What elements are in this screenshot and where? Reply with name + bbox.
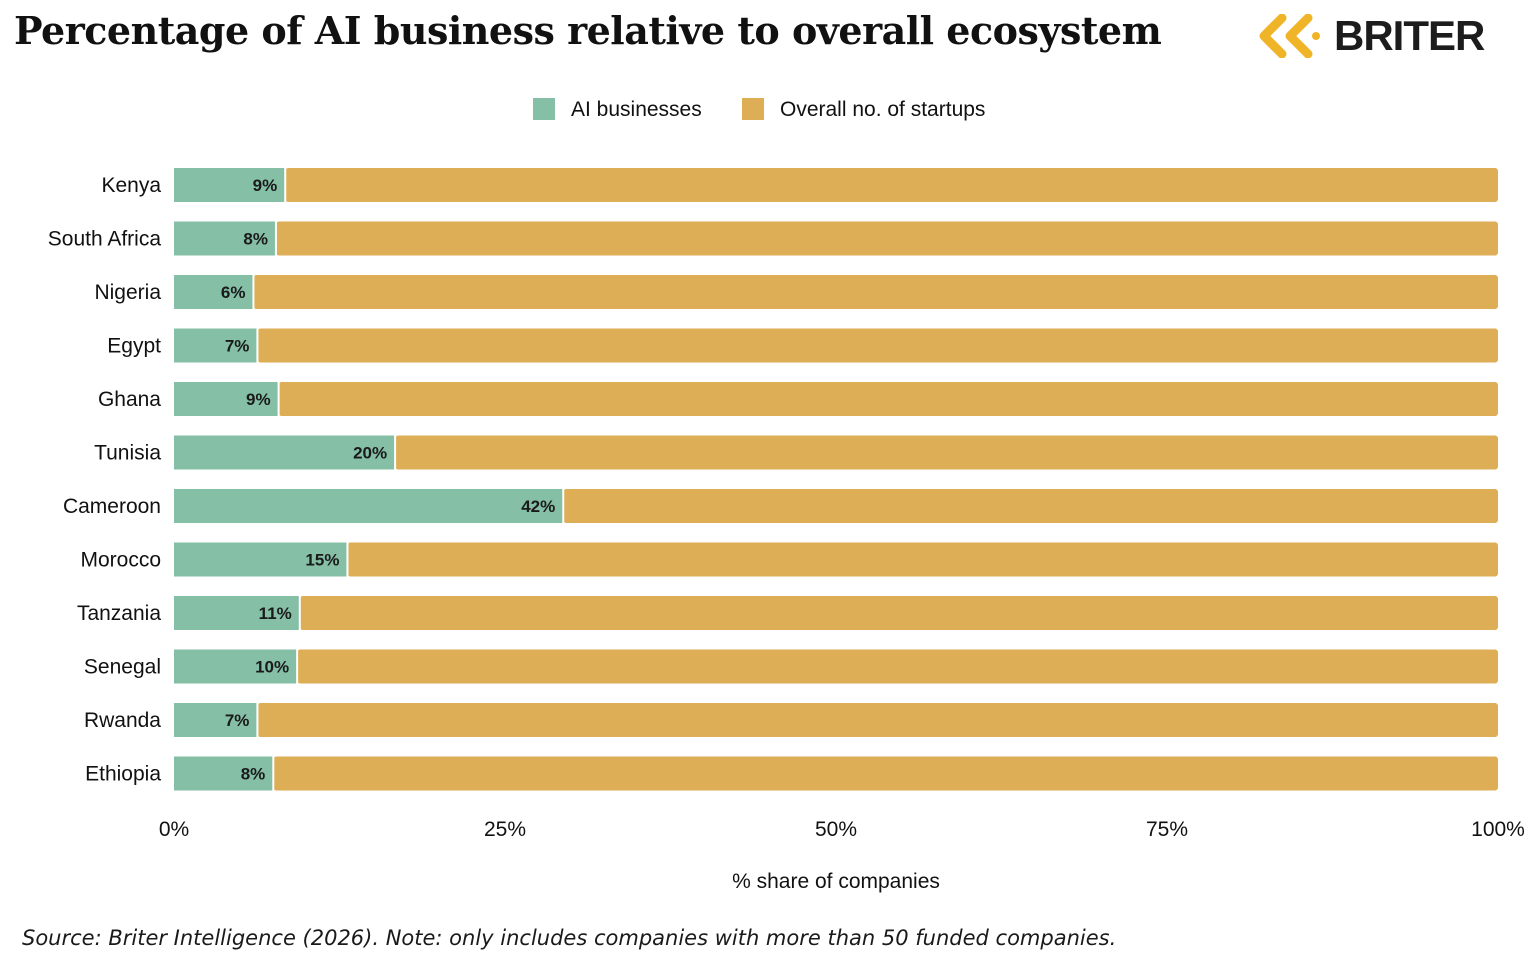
x-tick-label: 25% <box>484 818 526 841</box>
data-label-nigeria: 6% <box>221 283 246 302</box>
category-label-south-africa: South Africa <box>48 228 162 251</box>
x-tick-label: 0% <box>159 818 189 841</box>
data-label-tunisia: 20% <box>353 444 387 463</box>
legend-label-ai-businesses: AI businesses <box>571 98 702 121</box>
bar-overall-cameroon <box>563 489 1498 523</box>
bar-ai-egypt <box>174 328 258 363</box>
category-label-senegal: Senegal <box>84 656 161 679</box>
data-label-morocco: 15% <box>305 551 339 570</box>
briter-logo: BRITER <box>1252 12 1485 59</box>
legend-swatch-ai-businesses <box>533 98 555 120</box>
stacked-bar-chart: AI businesses Overall no. of startups 9% 8… <box>48 98 1525 893</box>
category-label-nigeria: Nigeria <box>94 281 161 304</box>
bar-ai-nigeria <box>174 275 254 309</box>
bar-overall-nigeria <box>253 275 1499 309</box>
category-label-egypt: Egypt <box>107 335 161 358</box>
category-label-morocco: Morocco <box>80 549 161 572</box>
briter-wordmark: BRITER <box>1334 12 1485 59</box>
bar-ai-kenya <box>174 168 286 202</box>
bar-ai-ethiopia <box>174 756 274 791</box>
data-label-egypt: 7% <box>225 337 250 356</box>
data-label-tanzania: 11% <box>259 604 292 623</box>
bar-overall-kenya <box>285 168 1498 202</box>
x-tick-label: 50% <box>815 818 857 841</box>
category-label-ethiopia: Ethiopia <box>85 763 161 786</box>
x-tick-label: 100% <box>1471 818 1525 841</box>
data-label-senegal: 10% <box>255 658 289 677</box>
data-label-ghana: 9% <box>246 390 271 409</box>
data-label-kenya: 9% <box>253 176 278 195</box>
bar-overall-senegal <box>297 649 1499 684</box>
bar-overall-egypt <box>257 328 1498 363</box>
bar-ai-ghana <box>174 382 279 416</box>
bars-group: 9% 8% 6% 7% 9% 20% 42% 15% 11% 10% 7% 8% <box>174 168 1499 791</box>
data-label-rwanda: 7% <box>225 711 250 730</box>
category-label-tunisia: Tunisia <box>94 442 161 465</box>
x-axis: 0% 25% 50% 75% 100% % share of companies <box>159 818 1525 893</box>
source-footnote: Source: Briter Intelligence (2026). Note… <box>22 926 1117 950</box>
bar-overall-ghana <box>278 382 1499 416</box>
category-label-cameroon: Cameroon <box>63 495 161 518</box>
bar-overall-rwanda <box>257 703 1498 737</box>
bar-ai-morocco <box>174 542 348 577</box>
category-label-rwanda: Rwanda <box>84 709 161 732</box>
category-label-kenya: Kenya <box>101 174 161 197</box>
bar-overall-ethiopia <box>273 756 1498 791</box>
chart-title: Percentage of AI business relative to ov… <box>14 8 1162 53</box>
bar-ai-south-africa <box>174 221 276 256</box>
briter-chevron-icon <box>1252 14 1326 58</box>
bar-overall-tanzania <box>299 596 1498 630</box>
x-tick-label: 75% <box>1146 818 1188 841</box>
bar-overall-morocco <box>347 542 1499 577</box>
y-axis-labels: Kenya South Africa Nigeria Egypt Ghana Tunisi… <box>48 174 162 786</box>
legend-swatch-overall-startups <box>742 98 764 120</box>
bar-ai-tunisia <box>174 435 396 470</box>
bar-overall-south-africa <box>275 221 1498 256</box>
bar-ai-senegal <box>174 649 298 684</box>
chart-legend: AI businesses Overall no. of startups <box>533 98 985 121</box>
bar-ai-cameroon <box>174 489 564 523</box>
bar-overall-tunisia <box>395 435 1498 470</box>
data-label-ethiopia: 8% <box>241 765 266 784</box>
data-label-south-africa: 8% <box>243 230 268 249</box>
x-axis-title: % share of companies <box>732 870 940 893</box>
legend-label-overall-startups: Overall no. of startups <box>780 98 985 121</box>
bar-ai-rwanda <box>174 703 258 737</box>
category-label-ghana: Ghana <box>98 388 161 411</box>
data-label-cameroon: 42% <box>521 497 555 516</box>
bar-ai-tanzania <box>174 596 300 630</box>
category-label-tanzania: Tanzania <box>77 602 161 625</box>
